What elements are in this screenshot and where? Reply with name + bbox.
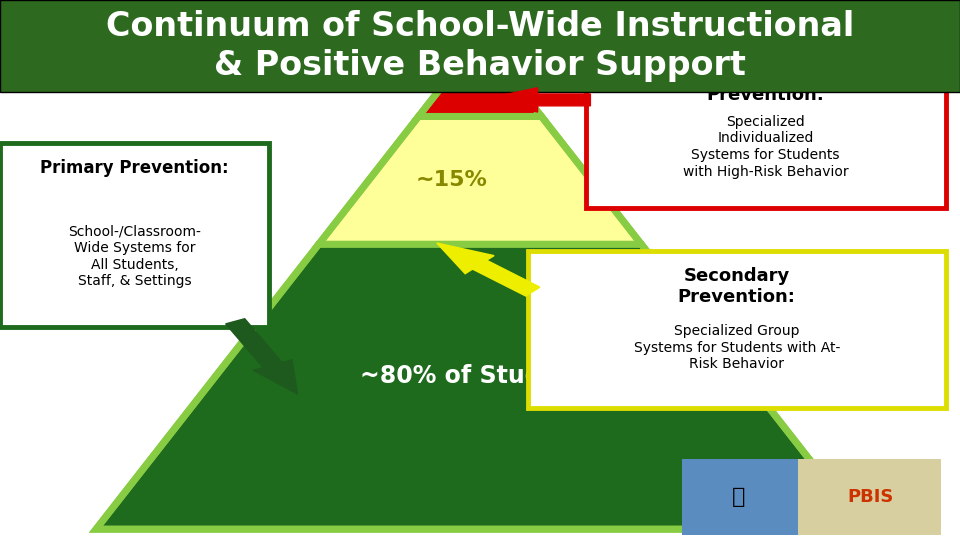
Text: Primary Prevention:: Primary Prevention: (40, 159, 228, 177)
Polygon shape (96, 244, 864, 529)
Text: Specialized Group
Systems for Students with At-
Risk Behavior: Specialized Group Systems for Students w… (634, 324, 840, 372)
FancyBboxPatch shape (528, 251, 946, 408)
FancyBboxPatch shape (586, 49, 946, 208)
FancyArrow shape (437, 243, 540, 296)
FancyArrow shape (226, 319, 298, 394)
Polygon shape (319, 117, 641, 244)
FancyBboxPatch shape (0, 0, 960, 92)
Text: Specialized
Individualized
Systems for Students
with High-Risk Behavior: Specialized Individualized Systems for S… (683, 114, 849, 179)
FancyBboxPatch shape (682, 459, 799, 535)
FancyArrow shape (480, 88, 590, 112)
Text: School-/Classroom-
Wide Systems for
All Students,
Staff, & Settings: School-/Classroom- Wide Systems for All … (68, 224, 201, 288)
Text: ~5%: ~5% (460, 62, 510, 81)
Text: Secondary
Prevention:: Secondary Prevention: (678, 267, 796, 306)
Text: 🗺: 🗺 (732, 487, 745, 507)
Text: PBIS: PBIS (848, 488, 894, 506)
Polygon shape (419, 38, 541, 117)
Text: ~80% of Students: ~80% of Students (360, 364, 600, 388)
FancyBboxPatch shape (799, 459, 941, 535)
Text: Continuum of School-Wide Instructional
& Positive Behavior Support: Continuum of School-Wide Instructional &… (106, 10, 854, 82)
Text: ~15%: ~15% (416, 170, 487, 190)
FancyBboxPatch shape (0, 143, 269, 327)
Text: Tertiary
Prevention:: Tertiary Prevention: (707, 65, 825, 104)
